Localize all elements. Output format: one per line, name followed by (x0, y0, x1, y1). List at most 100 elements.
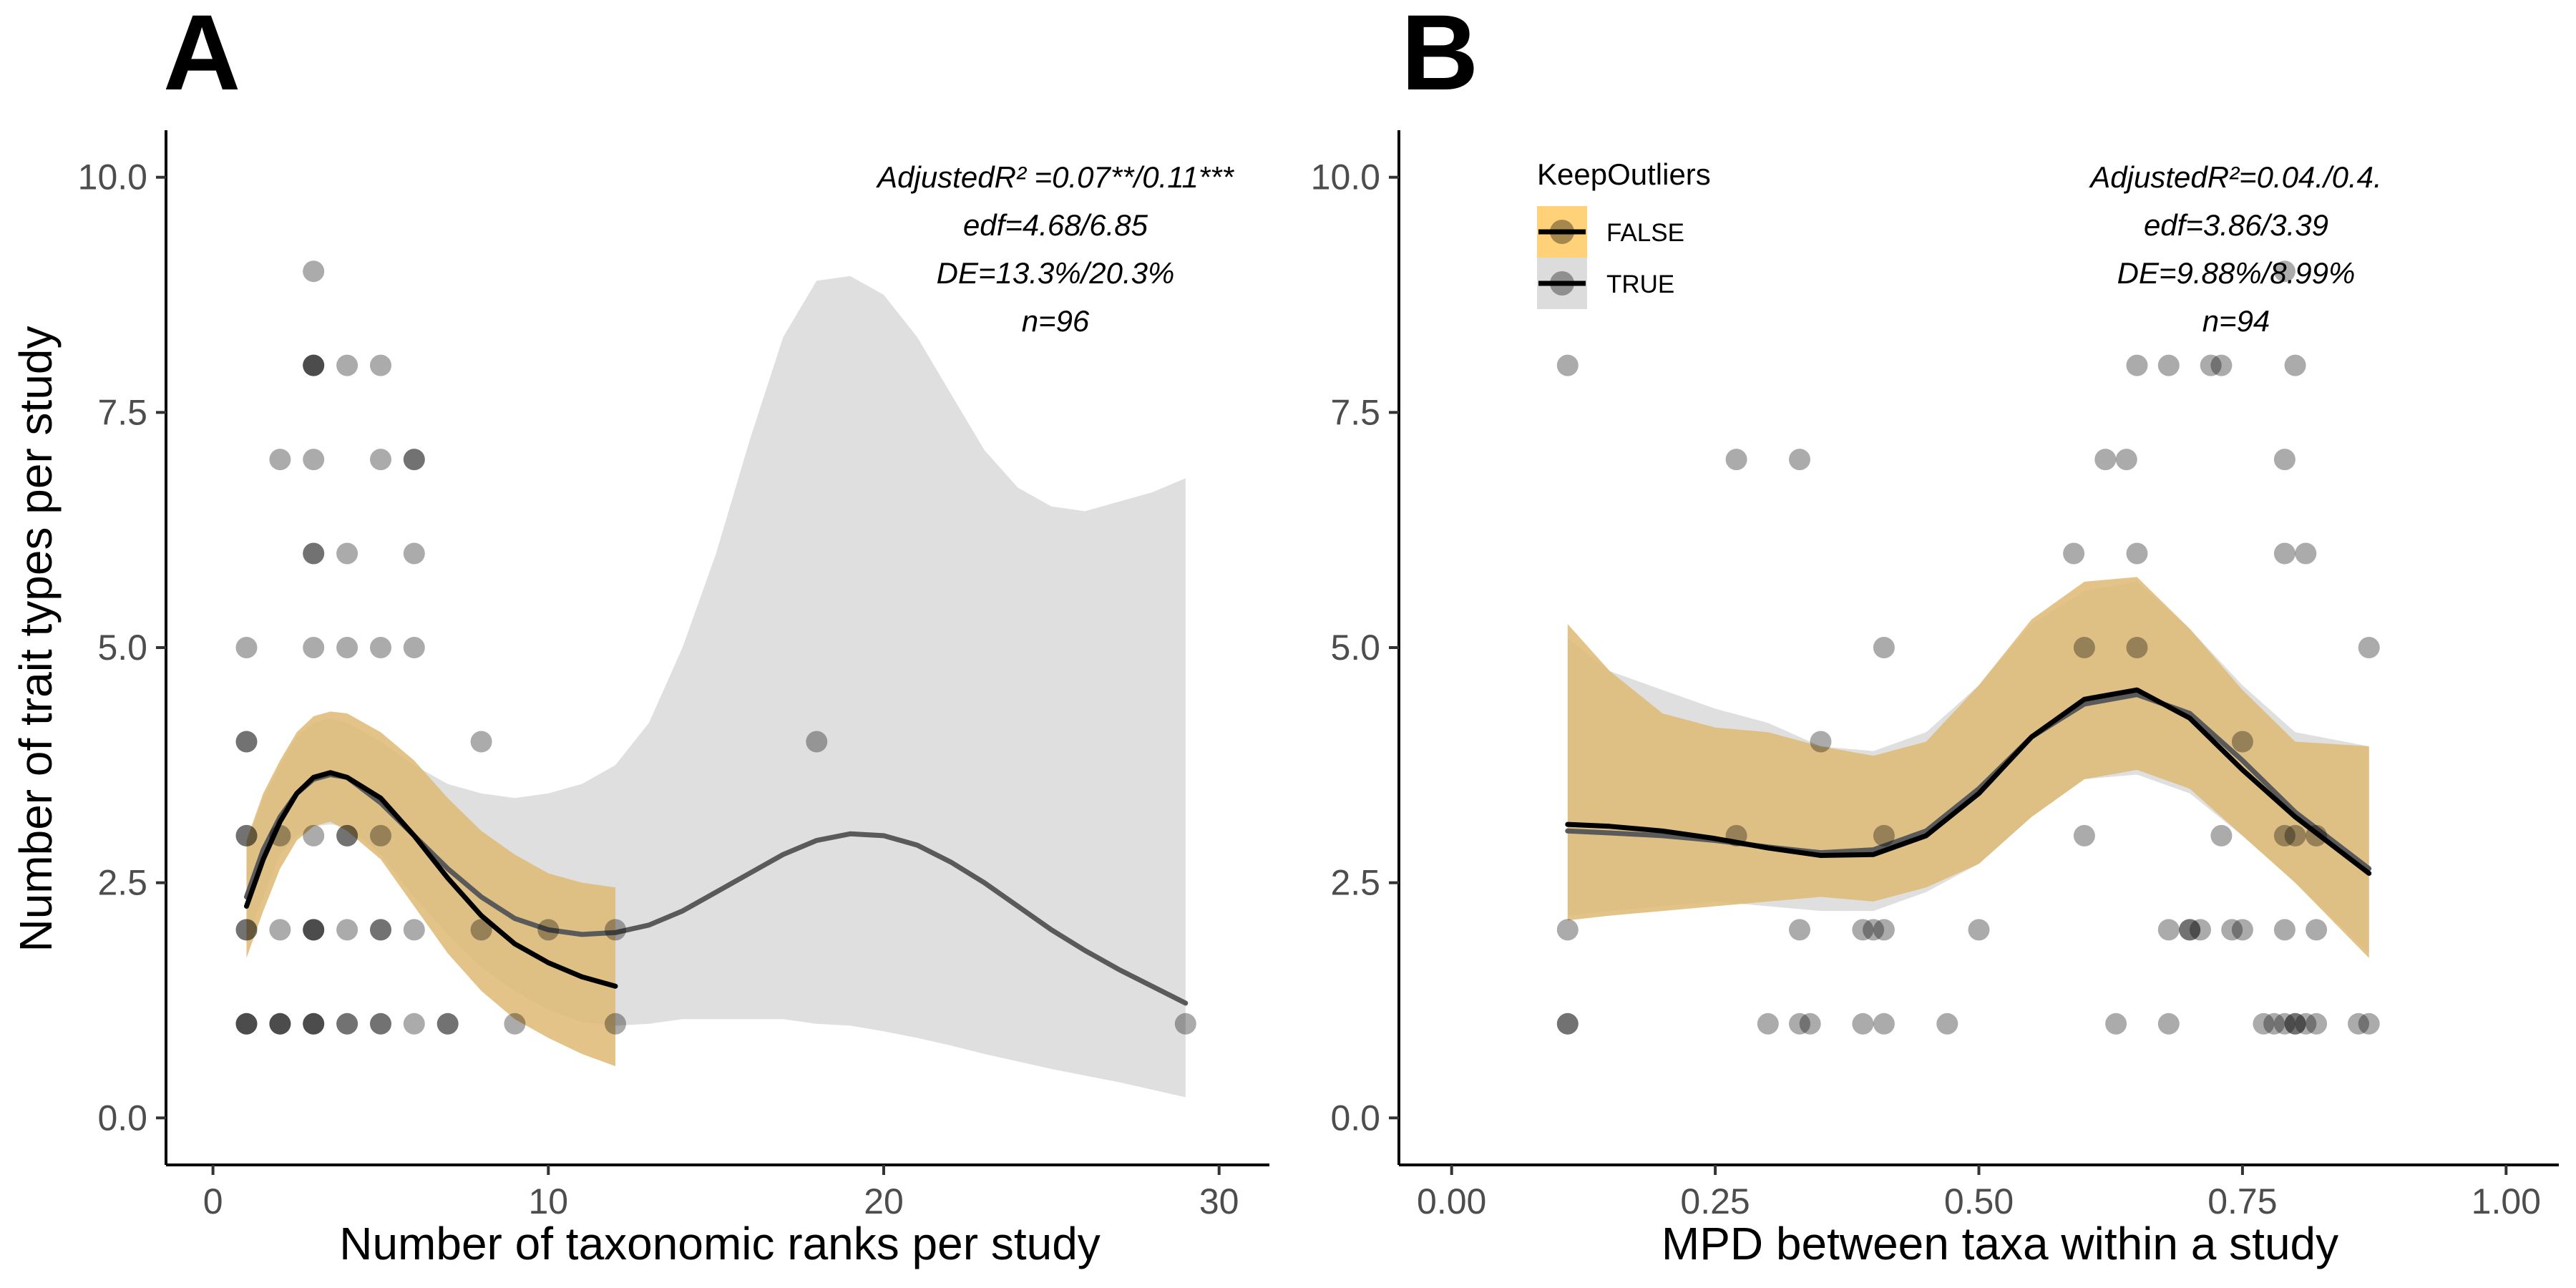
panel-a-tag: A (163, 0, 240, 112)
panel-a-y-tick-label: 0.0 (97, 1098, 147, 1138)
panel-b-data-point (2306, 919, 2328, 941)
panel-b-data-point (2273, 542, 2296, 565)
panel-a-data-point (303, 542, 325, 565)
panel-b-x-tick-label: 0.50 (1944, 1181, 2014, 1221)
panel-b-data-point (2231, 919, 2253, 941)
panel-a-data-point (235, 731, 258, 753)
panel-a-data-point (269, 1013, 291, 1035)
panel-b-data-point (1556, 1013, 1579, 1035)
panel-a-lines (244, 770, 1189, 1006)
panel-b-data-point (1556, 354, 1579, 376)
panel-b-data-point (1863, 919, 1885, 941)
legend-item-true: TRUE (1537, 258, 1674, 309)
panel-a-data-point (303, 1013, 325, 1035)
legend-label-false: FALSE (1606, 219, 1684, 247)
panel-a-data-point (235, 731, 258, 753)
panel-a-data-point (269, 1013, 291, 1035)
panel-a-bands (246, 275, 1186, 1098)
panel-a-data-point (235, 919, 258, 941)
panel-b-annotation-line-1: AdjustedR²=0.04./0.4. (2088, 160, 2381, 194)
panel-a-data-point (370, 919, 391, 941)
panel-a-annotation: AdjustedR² =0.07**/0.11*** edf=4.68/6.85… (875, 160, 1234, 338)
panel-a-data-point (269, 824, 291, 847)
panel-b-data-point (1725, 824, 1747, 847)
panel-b-band-false (1567, 577, 2369, 958)
panel-a-data-point (504, 1013, 526, 1035)
panel-b-data-point (2157, 1013, 2180, 1035)
panel-a-band-false (246, 711, 615, 1066)
panel-a-data-point (370, 1013, 391, 1035)
panel-a-data-point (303, 449, 325, 471)
panel-b-bands (1567, 577, 2369, 958)
panel-a-data-point (235, 824, 258, 847)
panel-a-data-point (235, 1013, 258, 1035)
panel-b-data-point (2221, 919, 2243, 941)
panel-a-data-point (303, 637, 325, 658)
panel-a-data-point (336, 1013, 358, 1035)
panel-b-tag: B (1401, 0, 1478, 112)
panel-a-y-tick-label: 7.5 (97, 392, 147, 432)
panel-a-data-point (336, 542, 358, 565)
legend-title: KeepOutliers (1537, 157, 1711, 191)
panel-b-x-tick-label: 1.00 (2472, 1181, 2541, 1221)
panel-b-data-point (2210, 824, 2233, 847)
panel-a-data-point (235, 919, 258, 941)
panel-b-band-overlap (1567, 577, 2369, 958)
panel-a-data-point (303, 354, 325, 376)
panel-b-data-point (2063, 542, 2085, 565)
panel-b-x-tick-label: 0.25 (1680, 1181, 1750, 1221)
panel-b-y-tick-label: 7.5 (1330, 392, 1380, 432)
panel-b-data-point (1852, 919, 1874, 941)
panel-b-data-point (2073, 637, 2095, 658)
panel-a-data-point (336, 1013, 358, 1035)
panel-b-points (1556, 260, 2380, 1035)
panel-b-data-point (1789, 919, 1810, 941)
panel-a-data-point (269, 919, 291, 941)
panel-b-data-point (1873, 824, 1895, 847)
panel-b-data-point (1873, 1013, 1895, 1035)
panel-b-data-point (2105, 1013, 2127, 1035)
panel-b-annotation: AdjustedR²=0.04./0.4. edf=3.86/3.39 DE=9… (2088, 160, 2381, 338)
panel-b-data-point (2190, 919, 2211, 941)
panel-a-annotation-line-4: n=96 (1022, 304, 1090, 338)
panel-b-data-point (1799, 1013, 1821, 1035)
panel-a-data-point (806, 731, 828, 753)
panel-b-data-point (1789, 1013, 1810, 1035)
panel-b-y-tick-label: 10.0 (1311, 157, 1380, 197)
panel-a-axes: 0.0 2.5 5.0 7.5 10.0 0 10 20 30 (78, 130, 1269, 1221)
panel-a-data-point (303, 919, 325, 941)
panel-b-annotation-line-3: DE=9.88%/8.99% (2117, 256, 2356, 290)
panel-a-data-point (269, 1013, 291, 1035)
panel-b-data-point (1789, 449, 1810, 471)
panel-b-data-point (1873, 637, 1895, 658)
panel-a-data-point (303, 354, 325, 376)
panel-b-data-point (1852, 1013, 1874, 1035)
panel-a-y-tick-label: 5.0 (97, 628, 147, 668)
panel-b-data-point (2157, 354, 2180, 376)
panel-b-data-point (2179, 919, 2201, 941)
panel-a-data-point (370, 449, 391, 471)
panel-a-data-point (235, 1013, 258, 1035)
panel-a-data-point (436, 1013, 459, 1035)
panel-b-data-point (2358, 1013, 2380, 1035)
panel-b-data-point (2273, 824, 2296, 847)
panel-a-fit-line-false (244, 770, 618, 989)
panel-b-axes: 0.0 2.5 5.0 7.5 10.0 0.00 0.25 0.50 0.75 1.00 (1311, 130, 2559, 1221)
panel-b-fit-line-true (1565, 692, 2372, 872)
panel-b-data-point (2115, 449, 2137, 471)
panel-b-data-point (1757, 1013, 1779, 1035)
panel-b-data-point (1873, 919, 1895, 941)
panel-a-data-point (1174, 1013, 1196, 1035)
panel-b-annotation-line-4: n=94 (2202, 304, 2270, 338)
panel-b-data-point (2253, 1013, 2275, 1035)
panel-a-x-tick-label: 30 (1199, 1181, 1239, 1221)
panel-a-data-point (303, 919, 325, 941)
panel-b-data-point (2263, 1013, 2285, 1035)
panel-b-lines (1565, 687, 2372, 876)
panel-a-data-point (336, 919, 358, 941)
panel-a-data-point (403, 1013, 425, 1035)
panel-a-data-point (370, 1013, 391, 1035)
panel-b-data-point (2210, 354, 2233, 376)
panel-b-x-tick-label: 0.00 (1417, 1181, 1486, 1221)
panel-b-data-point (2284, 354, 2306, 376)
